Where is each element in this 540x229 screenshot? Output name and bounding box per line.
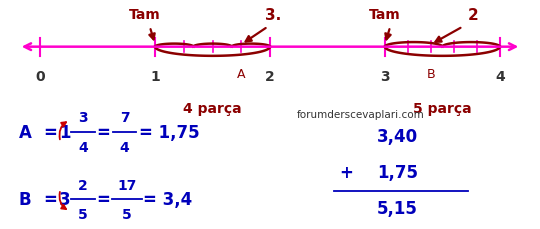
Text: 3,40: 3,40 <box>377 128 418 146</box>
Text: 3: 3 <box>380 70 390 84</box>
Text: +: + <box>340 164 353 182</box>
Text: 1: 1 <box>59 123 70 141</box>
Text: 4: 4 <box>495 70 505 84</box>
Text: 2: 2 <box>265 70 275 84</box>
Text: 7: 7 <box>120 111 130 125</box>
Text: A: A <box>237 68 246 81</box>
Text: 2: 2 <box>78 178 88 192</box>
Text: 4: 4 <box>78 140 88 154</box>
Text: 4 parça: 4 parça <box>183 101 242 115</box>
Text: Tam: Tam <box>369 8 401 22</box>
Text: 3.: 3. <box>265 8 281 23</box>
Text: 2: 2 <box>468 8 479 23</box>
Text: B: B <box>427 68 435 81</box>
Text: 3: 3 <box>59 191 71 208</box>
Text: 3: 3 <box>78 111 88 125</box>
Text: = 3,4: = 3,4 <box>143 191 193 208</box>
Text: 1: 1 <box>150 70 160 84</box>
Text: 4: 4 <box>120 140 130 154</box>
Text: =: = <box>43 191 57 208</box>
Text: 5: 5 <box>78 207 88 221</box>
Text: 1,75: 1,75 <box>377 164 418 182</box>
Text: Tam: Tam <box>129 8 160 22</box>
Text: 5: 5 <box>122 207 132 221</box>
Text: B: B <box>19 191 31 208</box>
Text: 5,15: 5,15 <box>377 199 418 217</box>
Text: =: = <box>96 191 110 208</box>
Text: forumderscevaplari.com: forumderscevaplari.com <box>296 109 424 120</box>
Text: = 1,75: = 1,75 <box>139 123 200 141</box>
Text: A: A <box>19 123 32 141</box>
Text: 17: 17 <box>117 178 137 192</box>
Text: 0: 0 <box>36 70 45 84</box>
Text: =: = <box>96 123 110 141</box>
Text: 5 parça: 5 parça <box>413 101 471 115</box>
Text: =: = <box>43 123 57 141</box>
